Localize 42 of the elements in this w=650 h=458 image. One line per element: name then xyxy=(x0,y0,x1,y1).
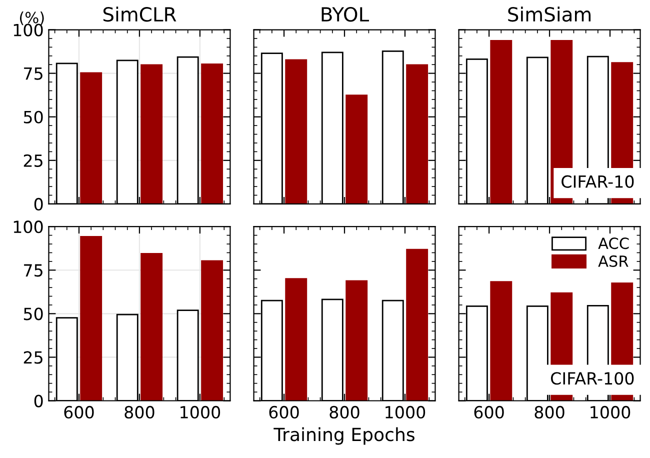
x-axis-title: Training Epochs xyxy=(274,427,414,445)
y-tick-label: 100 xyxy=(14,24,43,36)
bar xyxy=(490,281,512,401)
bar xyxy=(140,64,163,204)
bar xyxy=(490,40,512,204)
chart-title: BYOL xyxy=(322,7,369,22)
x-tick-label: 600 xyxy=(474,406,504,419)
bar xyxy=(80,236,102,401)
bar xyxy=(346,280,368,401)
y-tick-label: 50 xyxy=(24,308,43,320)
y-tick-label: 25 xyxy=(24,351,42,364)
y-tick-label: 100 xyxy=(14,220,43,234)
x-tick-label: 800 xyxy=(330,406,360,419)
bar xyxy=(346,94,368,204)
x-tick-label: 800 xyxy=(124,406,154,419)
y-axis-title: (%) xyxy=(20,12,44,26)
x-tick-label: 600 xyxy=(64,406,94,419)
bar xyxy=(201,64,224,204)
y-tick-label: 0 xyxy=(34,394,43,408)
bar xyxy=(140,253,163,401)
y-tick-label: 75 xyxy=(24,67,42,80)
x-tick-label: 1000 xyxy=(180,406,220,419)
x-tick-label: 1000 xyxy=(590,406,630,419)
legend-label: ACC xyxy=(598,238,629,250)
bar xyxy=(80,72,102,204)
y-tick-label: 0 xyxy=(34,198,43,211)
chart-title: SimSiam xyxy=(508,6,591,22)
y-tick-label: 75 xyxy=(24,264,42,277)
chart-title: SimCLR xyxy=(103,6,176,22)
legend-label: ASR xyxy=(598,255,628,267)
bar xyxy=(201,260,224,401)
x-tick-label: 600 xyxy=(269,406,299,419)
bar xyxy=(285,59,308,204)
x-tick-label: 1000 xyxy=(386,406,426,419)
annotation: CIFAR-100 xyxy=(550,372,634,385)
bar xyxy=(406,248,428,401)
bar xyxy=(285,278,308,401)
y-tick-label: 25 xyxy=(24,154,42,167)
annotation: CIFAR-10 xyxy=(562,175,634,188)
bar xyxy=(406,64,428,204)
x-tick-label: 800 xyxy=(534,406,564,419)
y-tick-label: 50 xyxy=(24,110,43,124)
